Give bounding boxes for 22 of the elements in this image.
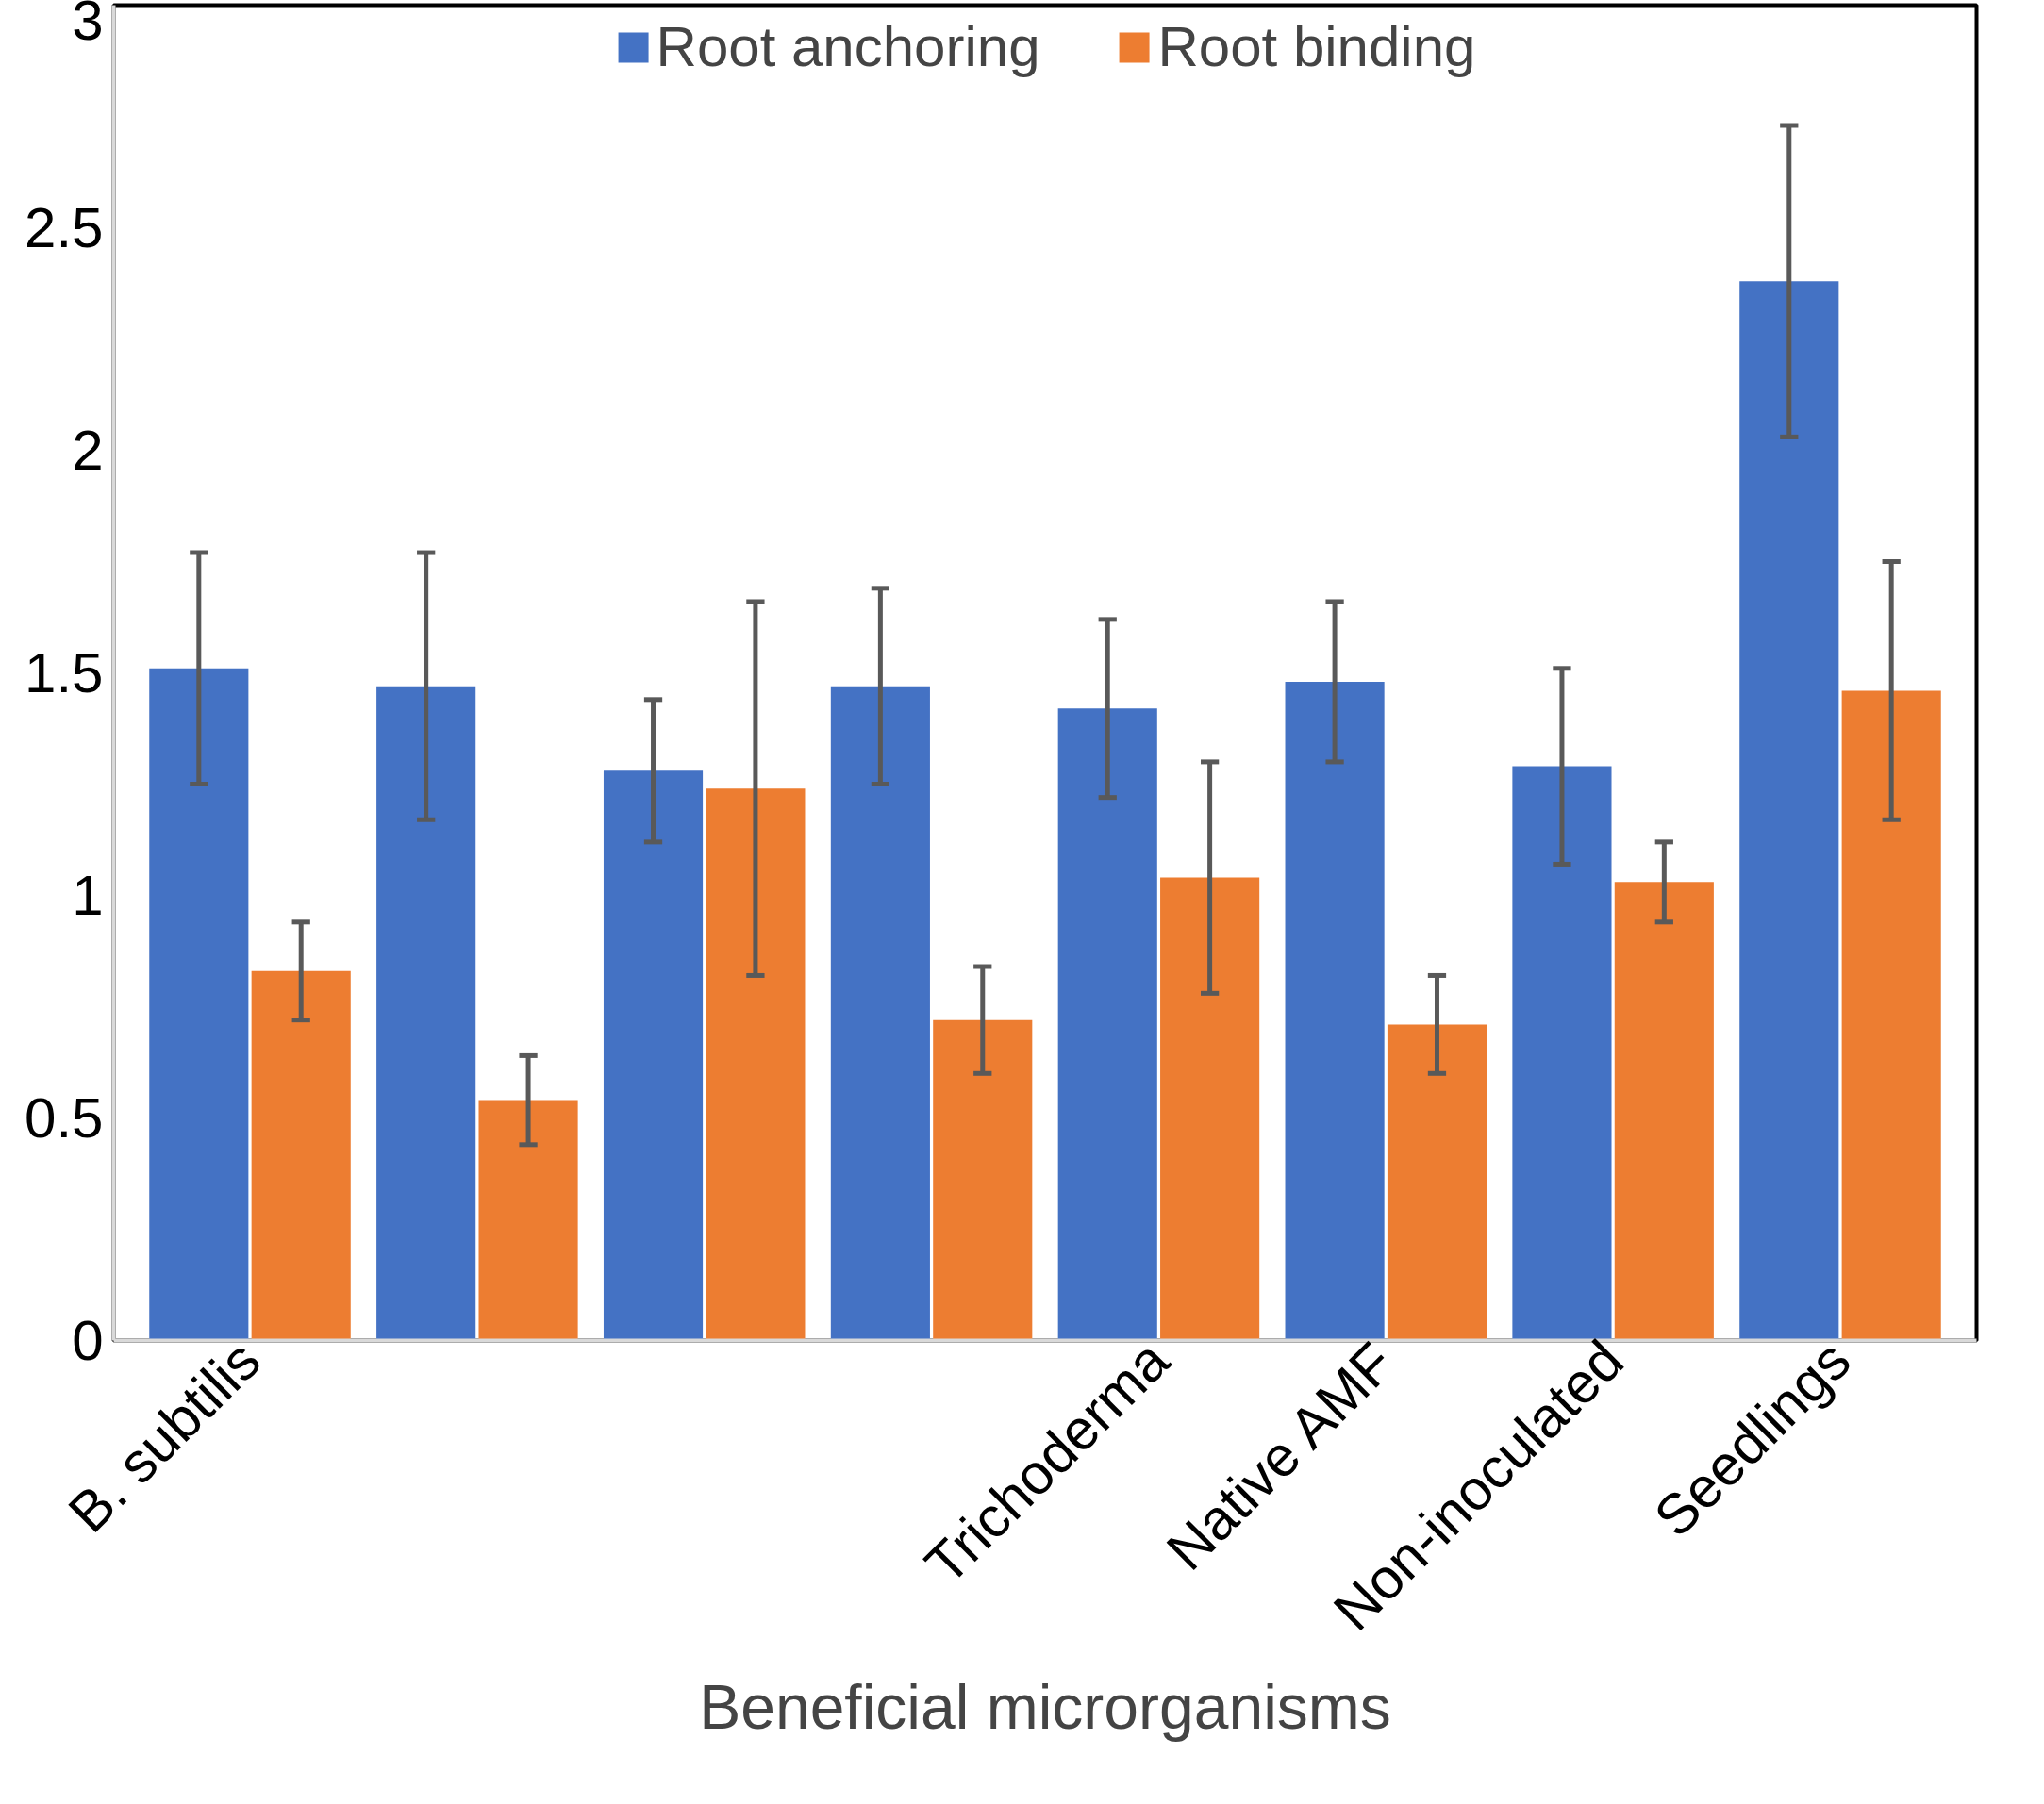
bar <box>933 1019 1033 1341</box>
bar <box>1739 281 1839 1341</box>
bar <box>1057 708 1157 1341</box>
bar <box>478 1100 578 1341</box>
bar <box>1160 877 1260 1341</box>
bar <box>251 970 351 1341</box>
bar <box>376 686 476 1341</box>
bar <box>1841 690 1941 1341</box>
y-tick-label: 3 <box>72 0 104 52</box>
legend-label: Root binding <box>1157 14 1476 79</box>
y-tick-label: 2.5 <box>25 196 104 259</box>
bar <box>603 770 704 1341</box>
y-tick-label: 1.5 <box>25 641 104 704</box>
legend-label: Root anchoring <box>656 14 1040 79</box>
y-tick-label: 1 <box>72 864 104 927</box>
y-tick-label: 2 <box>72 419 104 482</box>
y-tick-label: 0 <box>72 1309 104 1372</box>
bar <box>830 686 930 1341</box>
bar <box>706 788 806 1341</box>
x-axis-title: Beneficial microrganisms <box>699 1672 1391 1743</box>
y-tick-label: 0.5 <box>25 1086 104 1150</box>
bar <box>149 668 249 1341</box>
